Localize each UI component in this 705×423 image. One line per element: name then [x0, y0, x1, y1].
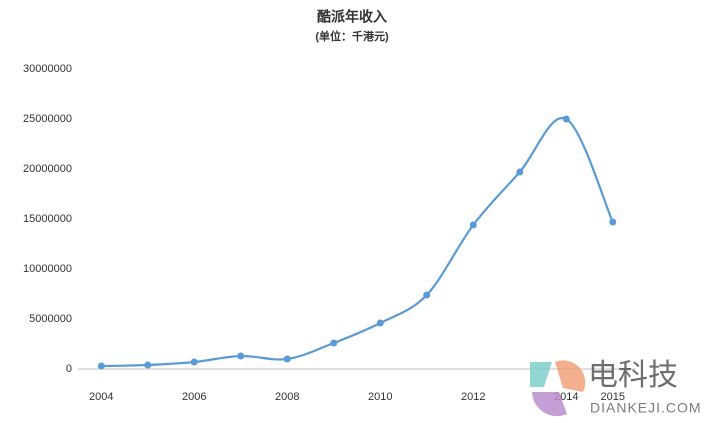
point — [516, 168, 524, 176]
point — [97, 362, 105, 370]
watermark: 电科技 DIANKEJI.COM — [530, 359, 702, 417]
logo-shape — [555, 360, 586, 392]
chart-title: 酷派年收入 — [317, 9, 387, 25]
logo-shape — [530, 362, 552, 387]
point — [237, 352, 245, 360]
point — [330, 339, 338, 347]
watermark-brand: 电科技 — [588, 359, 678, 392]
y-tick-label: 0 — [66, 363, 72, 375]
chart-subtitle: (单位：千港元) — [315, 29, 389, 43]
y-tick-label: 15000000 — [23, 213, 72, 225]
x-tick-label: 2012 — [461, 391, 485, 403]
point — [144, 361, 152, 369]
point — [469, 221, 477, 229]
point — [376, 319, 384, 327]
point — [283, 355, 291, 363]
y-tick-label: 25000000 — [23, 113, 72, 125]
y-tick-label: 20000000 — [23, 163, 72, 175]
x-tick-label: 2004 — [89, 391, 113, 403]
point — [609, 218, 617, 226]
point — [190, 358, 198, 366]
watermark-site: DIANKEJI.COM — [590, 400, 702, 416]
y-tick-label: 5000000 — [29, 313, 72, 325]
y-tick-label: 10000000 — [23, 263, 72, 275]
logo-shape — [532, 392, 567, 417]
x-tick-label: 2015 — [601, 391, 625, 403]
point — [423, 291, 431, 299]
x-tick-label: 2006 — [182, 391, 206, 403]
point — [562, 115, 570, 123]
x-tick-label: 2010 — [368, 391, 392, 403]
y-tick-label: 30000000 — [23, 63, 72, 75]
x-tick-label: 2008 — [275, 391, 299, 403]
